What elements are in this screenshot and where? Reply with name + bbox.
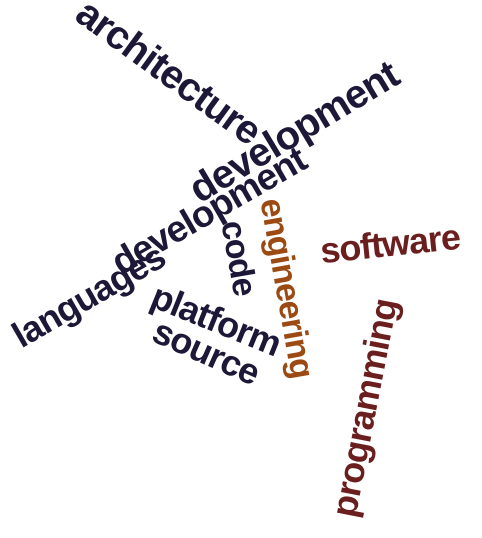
word-architecture: architecture bbox=[68, 0, 267, 152]
word-code: code bbox=[215, 218, 262, 298]
word-languages: languages bbox=[6, 238, 170, 354]
word-software: software bbox=[319, 219, 462, 269]
word-programming: programming bbox=[325, 296, 403, 520]
